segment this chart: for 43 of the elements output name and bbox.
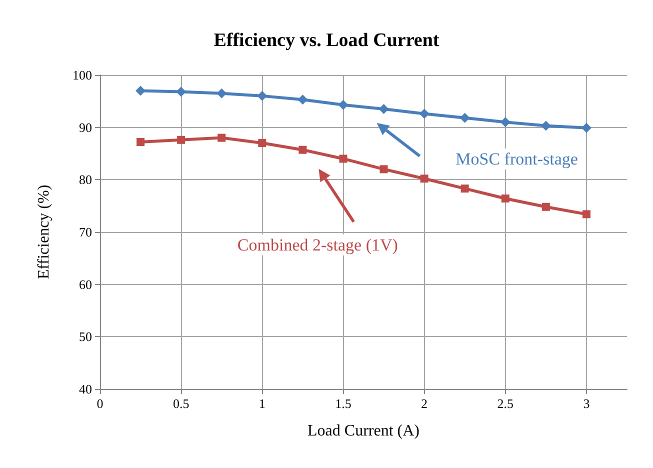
point xyxy=(338,100,348,110)
y-tick-label: 80 xyxy=(79,172,92,188)
point xyxy=(339,154,348,163)
chart-title: Efficiency vs. Load Current xyxy=(214,30,440,51)
point xyxy=(380,165,388,174)
point xyxy=(258,139,266,148)
x-tick-label: 2.5 xyxy=(497,396,514,411)
point xyxy=(216,88,227,98)
point xyxy=(542,202,550,211)
point xyxy=(176,86,186,97)
point xyxy=(136,138,145,146)
point xyxy=(218,134,226,142)
point xyxy=(500,117,510,128)
x-tick-label: 3 xyxy=(583,396,590,411)
point xyxy=(177,136,186,144)
point xyxy=(257,90,268,101)
y-tick-label: 40 xyxy=(79,382,92,396)
point xyxy=(501,194,510,203)
point xyxy=(298,146,307,154)
point xyxy=(460,184,469,193)
series-label: MoSC front-stage xyxy=(456,150,578,169)
point xyxy=(540,120,551,131)
point xyxy=(136,86,146,96)
point xyxy=(460,112,470,123)
y-tick-label: 100 xyxy=(72,68,92,82)
x-tick-label: 0.5 xyxy=(172,396,190,411)
y-tick-label: 50 xyxy=(79,329,92,344)
x-tick-label: 2 xyxy=(421,396,428,411)
text: Combined 2-stage (1V) xyxy=(237,235,398,254)
x-tick-label: 1.5 xyxy=(335,396,352,411)
y-tick-label: 90 xyxy=(79,120,92,135)
point xyxy=(378,104,389,114)
point xyxy=(298,94,308,105)
x-tick-label: 1 xyxy=(258,396,266,411)
y-tick-label: 70 xyxy=(79,224,92,240)
x-axis-title: Load Current (A) xyxy=(308,422,420,440)
point xyxy=(420,174,428,183)
point xyxy=(419,108,430,119)
point xyxy=(581,122,592,133)
y-axis-title: Efficiency (%) xyxy=(36,184,52,280)
x-tick-label: 0 xyxy=(96,396,104,411)
point xyxy=(582,210,590,218)
y-tick-label: 60 xyxy=(79,276,92,292)
